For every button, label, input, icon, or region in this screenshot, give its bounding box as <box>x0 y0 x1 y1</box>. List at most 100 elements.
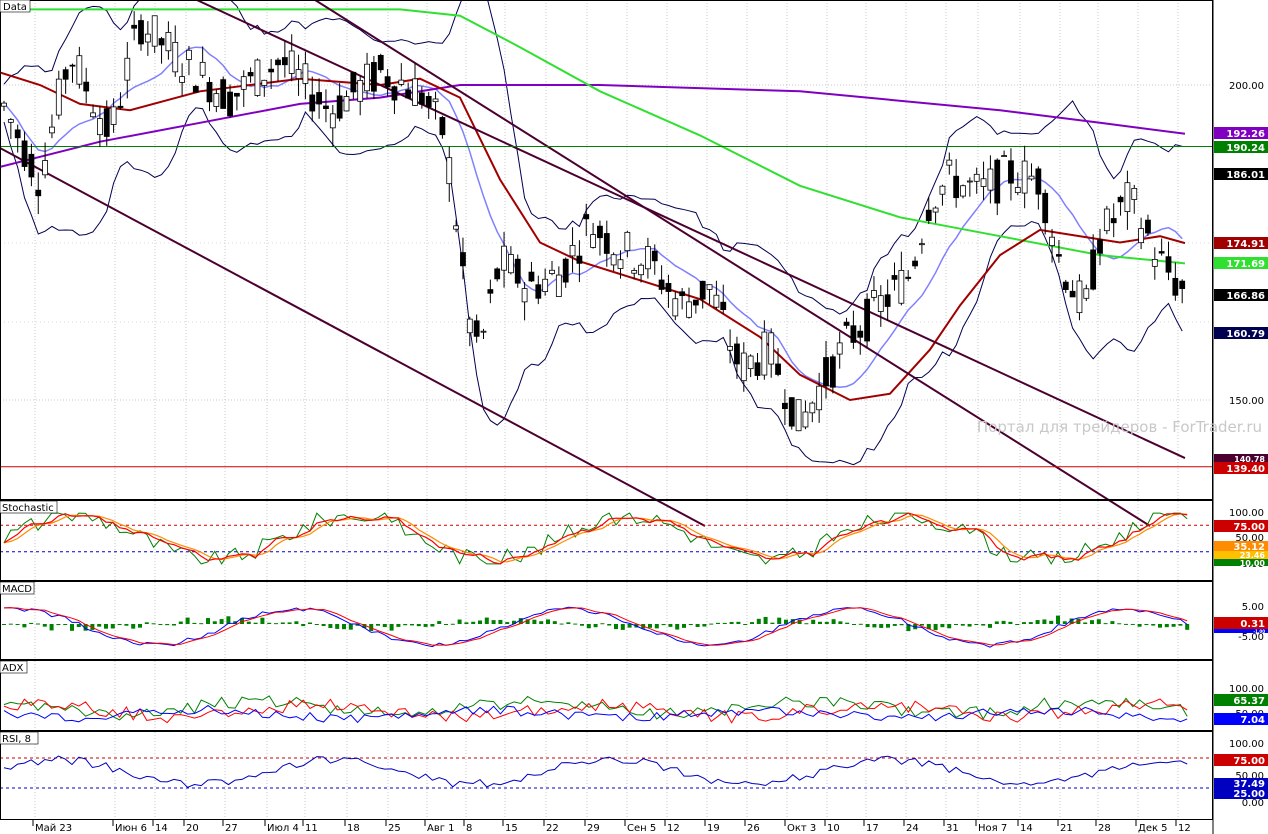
candlestick <box>651 244 658 275</box>
macd-histogram-bar <box>668 624 673 627</box>
badge-139: 139.40 <box>1226 464 1265 475</box>
candlestick <box>617 250 624 279</box>
candle-body <box>1042 192 1049 224</box>
macd-histogram-bar <box>770 622 775 624</box>
candle-body <box>336 95 343 119</box>
candlestick <box>343 90 350 112</box>
macd-histogram-bar <box>1137 624 1142 627</box>
price-tick-150: 150.00 <box>1229 396 1264 407</box>
macd-histogram-bar <box>348 624 353 630</box>
candlestick <box>555 266 562 297</box>
x-tick-label: 8 <box>466 823 472 834</box>
macd-histogram-bar <box>1028 622 1033 624</box>
candle-body <box>432 98 439 103</box>
candlestick <box>542 268 549 296</box>
candlestick <box>323 89 329 123</box>
macd-histogram-bar <box>192 622 197 624</box>
candlestick <box>809 401 816 423</box>
candle-body <box>809 402 816 414</box>
x-tick-label: 25 <box>388 823 401 834</box>
macd-histogram-bar <box>947 624 952 629</box>
candlestick <box>590 222 596 249</box>
candle-body <box>624 231 631 252</box>
candle-body <box>151 15 158 47</box>
macd-histogram-bar <box>97 624 102 627</box>
candle-body <box>364 63 370 92</box>
macd-histogram-bar <box>858 623 863 625</box>
candle-body <box>768 332 775 365</box>
candle-body <box>1165 256 1172 273</box>
candle-body <box>192 85 199 93</box>
macd-histogram-bar <box>63 624 68 625</box>
candlestick <box>439 115 446 139</box>
candle-body <box>994 159 1001 204</box>
candle-body <box>912 260 918 267</box>
macd-histogram-bar <box>362 624 367 629</box>
candle-body <box>1172 277 1179 296</box>
candlestick <box>624 230 631 258</box>
candlestick <box>1145 214 1151 236</box>
macd-histogram-bar <box>1151 624 1156 626</box>
macd-histogram-bar <box>131 624 136 629</box>
candlestick <box>309 76 316 122</box>
candlestick <box>268 58 275 90</box>
macd-histogram-bar <box>158 624 163 626</box>
candle-body <box>439 117 446 136</box>
macd-histogram-bar <box>206 618 210 624</box>
candle-body <box>919 243 925 246</box>
stochastic-panel-label: Stochastic <box>2 503 54 514</box>
candlestick <box>357 76 364 116</box>
candlestick <box>124 42 131 99</box>
candlestick <box>507 246 514 275</box>
candlestick <box>645 237 651 279</box>
macd-line <box>3 606 1188 648</box>
candlestick <box>117 92 124 111</box>
candlestick <box>213 89 220 113</box>
candlestick <box>953 159 960 208</box>
candle-body <box>576 255 583 264</box>
stoch-tick-50: 50.00 <box>1235 533 1264 544</box>
candlestick <box>1014 172 1021 196</box>
candle-body <box>1090 249 1097 290</box>
grid-lines <box>0 0 1212 819</box>
macd-histogram-bar <box>1178 624 1183 626</box>
macd-histogram-bar <box>518 618 523 624</box>
macd-histogram-bar <box>1062 621 1067 624</box>
candlestick <box>788 397 795 430</box>
candlestick <box>1131 184 1138 214</box>
macd-histogram-bar <box>484 617 489 624</box>
stoch-badge-75: 75.00 <box>1233 522 1265 533</box>
candlestick <box>569 227 576 273</box>
x-tick-label: 10 <box>827 823 840 834</box>
macd-histogram-bar <box>940 624 945 628</box>
candlestick <box>768 328 775 378</box>
macd-histogram-bar <box>464 622 469 624</box>
candlestick <box>192 84 199 93</box>
macd-histogram-bar <box>178 621 183 624</box>
x-tick-label: Ноя 7 <box>978 823 1007 834</box>
rsi-badge-75: 75.00 <box>1233 756 1265 767</box>
candle-body <box>377 54 384 71</box>
x-tick-label: Окт 3 <box>787 823 816 834</box>
candlestick <box>823 340 829 399</box>
adx-plus-di-line <box>3 695 1188 721</box>
macd-histogram-bar <box>804 623 809 625</box>
macd-tick-minus5: -5.00 <box>1238 632 1264 643</box>
candlestick <box>206 77 213 112</box>
candlestick <box>405 82 412 99</box>
x-tick-label: 12 <box>667 823 680 834</box>
macd-histogram-bar <box>1049 620 1054 624</box>
candlestick <box>62 66 69 94</box>
candlestick <box>1138 217 1144 250</box>
candlestick <box>446 146 453 202</box>
rsi-badge-25: 25.00 <box>1233 789 1265 800</box>
candlestick <box>103 100 110 146</box>
macd-histogram-bar <box>899 624 904 626</box>
candlestick <box>727 329 733 364</box>
candle-body <box>562 258 569 283</box>
candle-body <box>261 79 268 86</box>
candle-body <box>939 185 946 195</box>
candle-body <box>617 259 624 269</box>
candle-body <box>370 62 377 92</box>
